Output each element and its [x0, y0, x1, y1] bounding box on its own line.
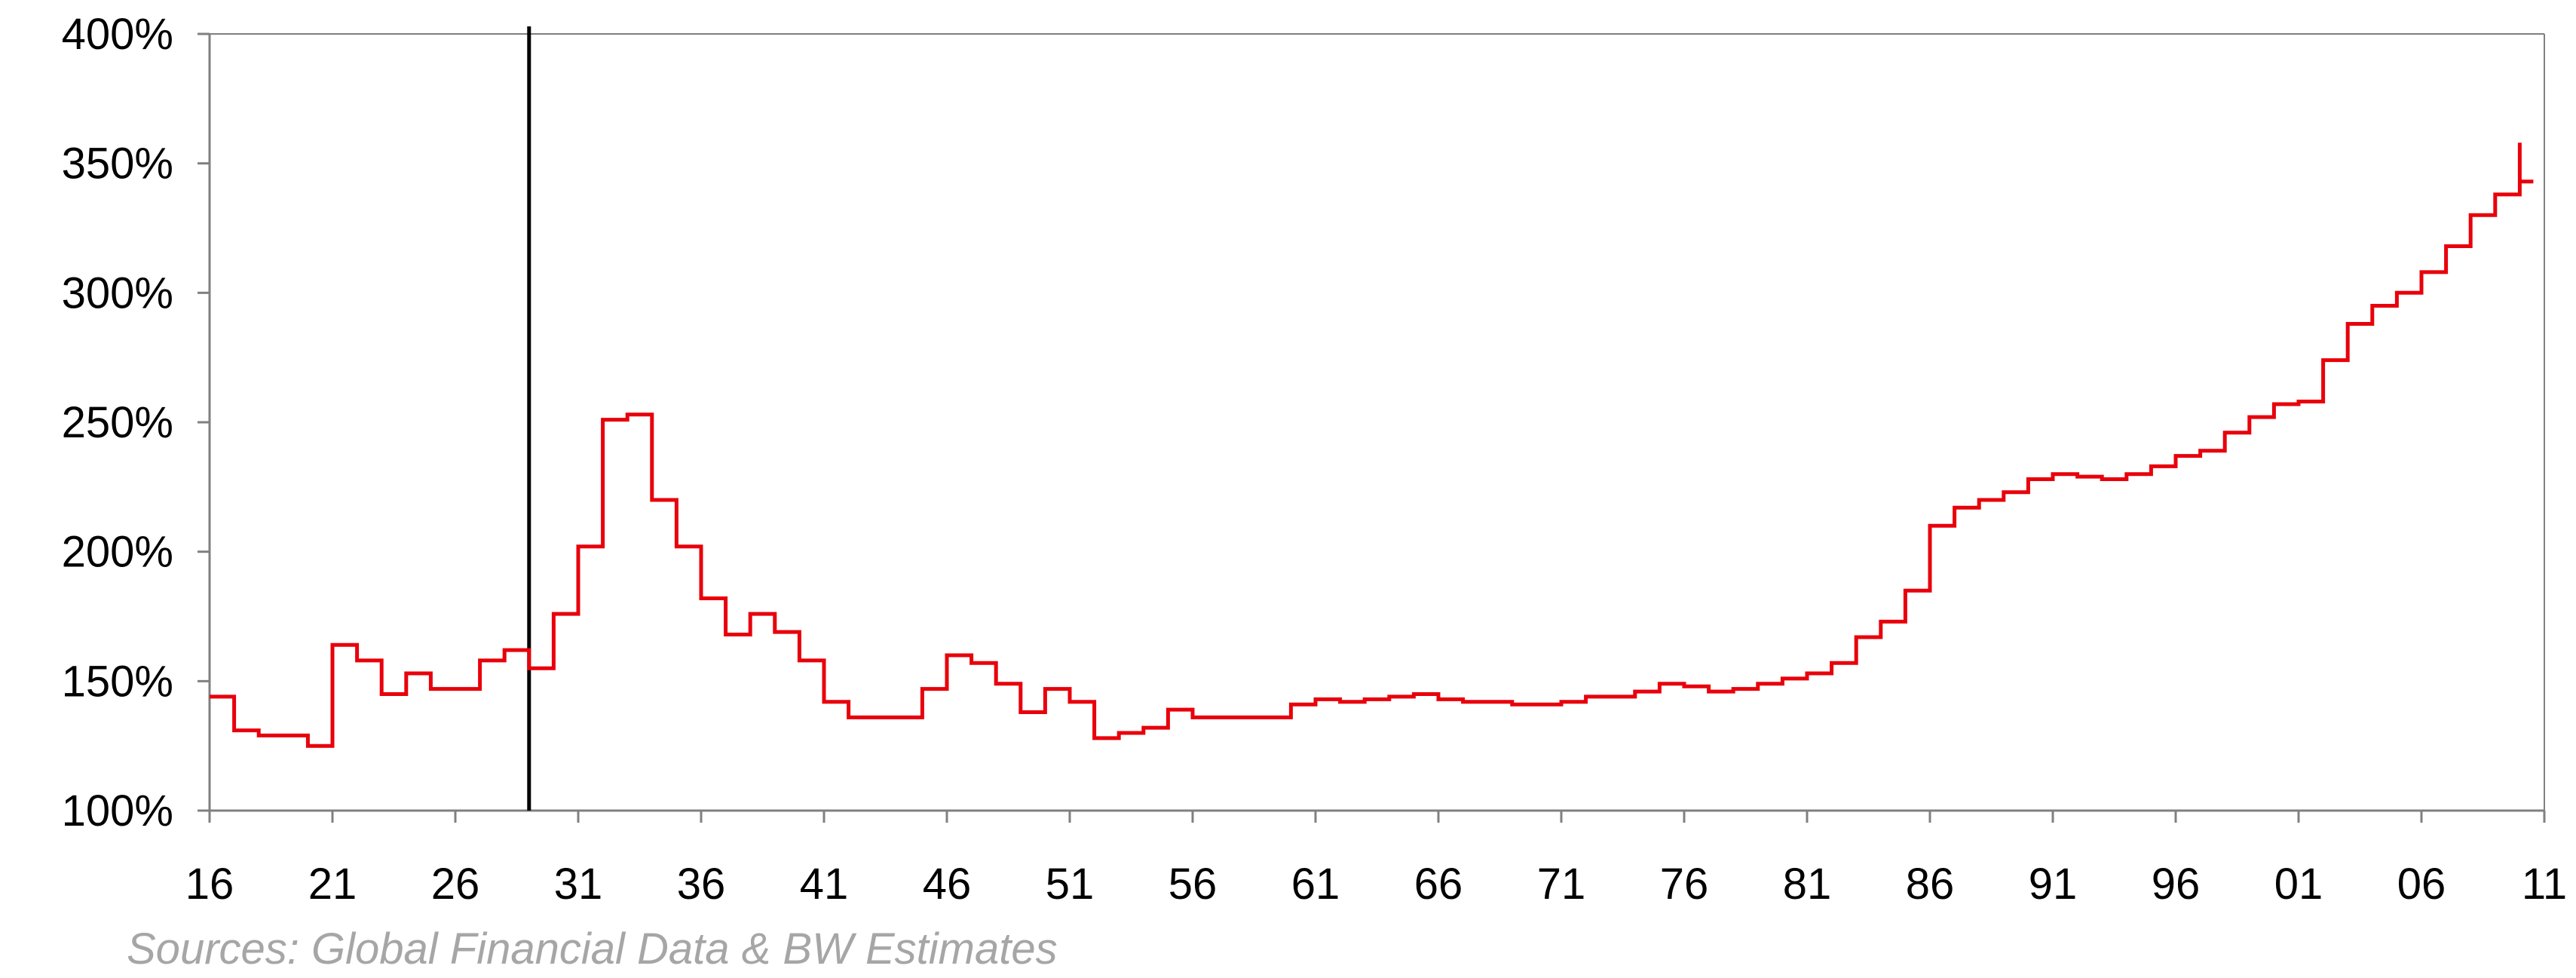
- x-tick-label: 16: [185, 860, 234, 909]
- x-tick-label: 11: [2522, 860, 2567, 909]
- tick-marks: [198, 32, 2546, 823]
- x-tick-label: 26: [431, 860, 480, 909]
- x-tick-label: 51: [1046, 860, 1095, 909]
- x-tick-label: 01: [2274, 860, 2323, 909]
- x-tick-label: 21: [308, 860, 357, 909]
- x-tick-label: 71: [1537, 860, 1586, 909]
- source-note: Sources: Global Financial Data & BW Esti…: [127, 924, 1058, 973]
- x-tick-label: 91: [2029, 860, 2078, 909]
- y-tick-label: 200%: [62, 528, 173, 577]
- x-tick-label: 76: [1660, 860, 1709, 909]
- x-tick-label: 86: [1906, 860, 1955, 909]
- x-tick-label: 46: [923, 860, 972, 909]
- y-tick-label: 150%: [62, 657, 173, 706]
- y-tick-label: 100%: [62, 786, 173, 835]
- x-tick-label: 96: [2152, 860, 2201, 909]
- x-tick-label: 31: [554, 860, 603, 909]
- x-tick-label: 61: [1291, 860, 1340, 909]
- x-tick-label: 36: [677, 860, 726, 909]
- x-tick-label: 41: [800, 860, 849, 909]
- series-line-0: [210, 143, 2534, 748]
- y-tick-label: 350%: [62, 139, 173, 189]
- y-tick-label: 250%: [62, 398, 173, 447]
- y-tick-label: 300%: [62, 268, 173, 317]
- y-tick-label: 400%: [62, 10, 173, 59]
- series-group: [210, 143, 2534, 748]
- tick-labels: 100% 150% 200% 250% 300% 350% 400% 16 21 26 31 36 41…: [62, 10, 2567, 909]
- x-tick-label: 81: [1783, 860, 1832, 909]
- axes: [208, 33, 2545, 812]
- x-tick-label: 06: [2397, 860, 2446, 909]
- x-tick-label: 66: [1414, 860, 1463, 909]
- x-tick-label: 56: [1169, 860, 1218, 909]
